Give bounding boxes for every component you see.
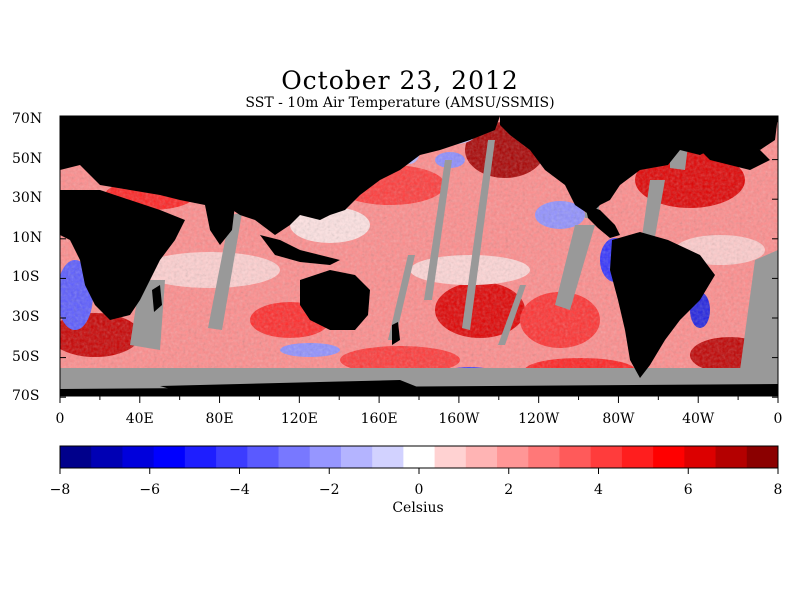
colorbar-swatch [590,446,623,468]
colorbar-swatch [60,446,92,468]
latitude-label: 10S [12,269,40,286]
colorbar-swatch [715,446,748,468]
colorbar-swatch [403,446,436,468]
latitude-label: 50S [12,348,40,365]
longitude-ticks [59,396,779,403]
colorbar-swatch [216,446,248,468]
land-masses [60,116,778,396]
colorbar-tick-label: −2 [318,482,340,498]
longitude-label: 160W [438,411,480,427]
colorbar-swatch [372,446,404,468]
colorbar-swatch [653,446,685,468]
colorbar-swatch [528,446,560,468]
colorbar-swatch [309,446,342,468]
colorbar-tick-label: 2 [504,482,514,498]
latitude-label: 30N [12,190,43,207]
colorbar-swatch [465,446,498,468]
colorbar-ticks [59,468,779,474]
colorbar-swatch [340,446,373,468]
colorbar-swatch [559,446,592,468]
latitude-label: 10N [12,229,43,246]
longitude-label: 120E [280,411,318,427]
colorbar-swatch [746,446,779,468]
longitude-label: 0 [55,411,65,427]
colorbar-tick-label: −8 [49,482,71,498]
colorbar-tick-label: 8 [773,482,783,498]
colorbar-tick-label: 0 [414,482,424,498]
colorbar-swatch [91,446,123,468]
colorbar-swatch [684,446,717,468]
colorbar-swatch [153,446,186,468]
colorbar-swatch [184,446,217,468]
colorbar-swatch [497,446,529,468]
colorbar-tick-label: −4 [229,482,250,498]
colorbar-swatch [278,446,311,468]
colorbar-swatch [122,446,155,468]
map-title: October 23, 2012 [281,66,519,95]
longitude-label: 80E [205,411,234,427]
map-subtitle: SST - 10m Air Temperature (AMSU/SSMIS) [245,95,555,111]
colorbar-tick-label: 6 [683,482,693,498]
latitude-label: 70N [12,111,43,127]
longitude-label: 80W [602,411,635,427]
colorbar-swatch [247,446,280,468]
latitude-label: 70S [12,388,40,405]
colorbar-unit-label: Celsius [392,500,444,516]
latitude-label: 50N [12,150,43,167]
colorbar-tick-label: −6 [139,482,161,498]
latitude-label: 30S [12,309,40,325]
longitude-label: 160E [360,411,398,427]
latitude-ticks [60,119,778,398]
colorbar-tick-label: 4 [594,482,603,498]
colorbar-swatch [434,446,467,468]
longitude-label: 40W [682,411,715,427]
longitude-label: 120W [518,411,560,427]
longitude-label: 0 [773,411,783,427]
longitude-label: 40E [125,411,154,427]
colorbar [60,446,779,468]
colorbar-swatch [621,446,654,468]
